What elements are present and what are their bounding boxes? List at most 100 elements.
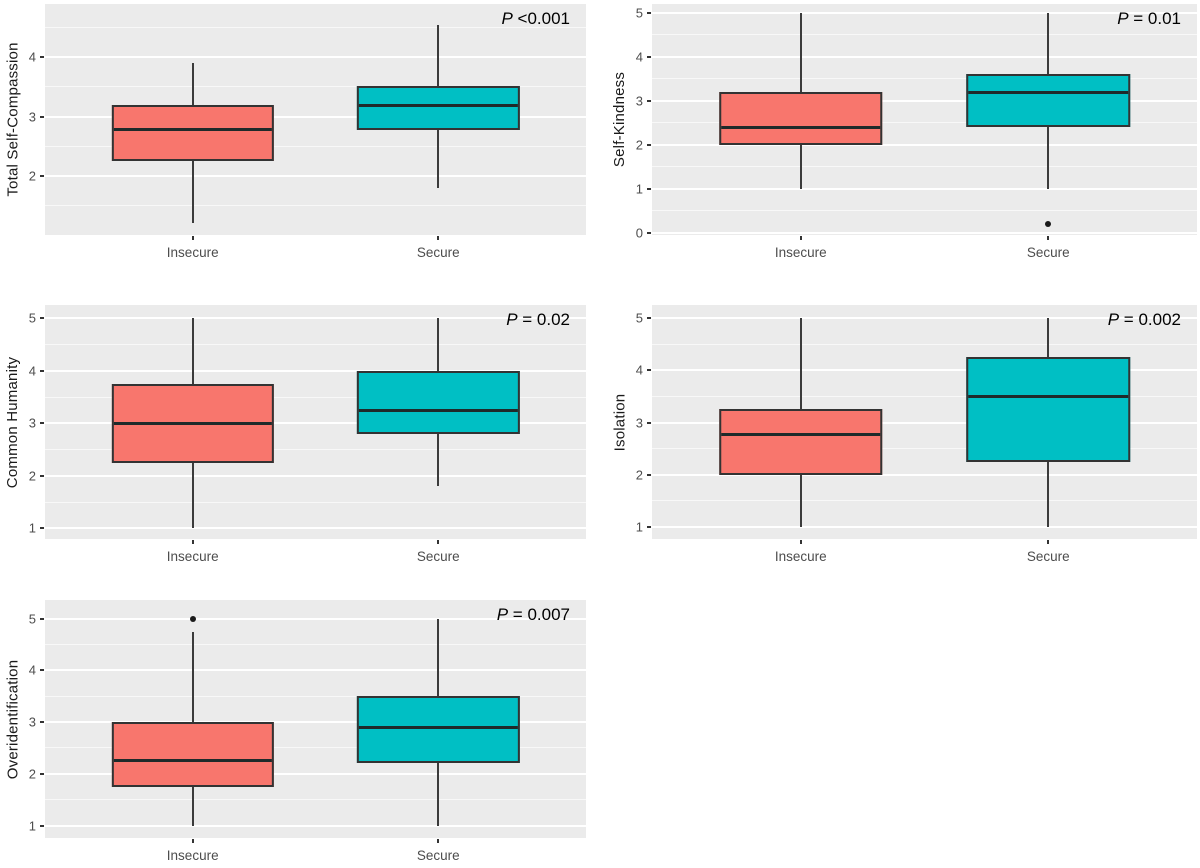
y-tick-label: 4 [28,49,36,65]
x-tick-mark [437,236,440,240]
gridline-minor [45,799,586,801]
gridline-major [652,187,1197,190]
gridline-major [45,174,586,177]
y-tick-label: 5 [28,611,36,627]
y-tick-label: 5 [28,310,36,326]
y-tick-label: 3 [28,109,36,125]
plot-area: P = 0.02 [45,305,586,539]
box-insecure [111,104,274,161]
y-tick-label: 1 [635,519,643,535]
gridline-major [45,669,586,672]
gridline-minor [652,395,1197,397]
gridline-major [652,421,1197,424]
y-tick-mark [40,317,44,320]
x-tick-mark [1047,236,1050,240]
y-tick-mark [40,669,44,672]
box-secure [357,85,520,130]
y-tick-label: 4 [635,49,643,65]
median-insecure [721,125,881,129]
median-insecure [113,128,272,132]
gridline-minor [45,343,586,345]
p-value-annotation: P = 0.02 [506,310,570,329]
y-tick-label: 1 [635,181,643,197]
gridline-minor [45,86,586,88]
y-tick-label: 2 [28,766,36,782]
gridline-major [652,317,1197,320]
p-value-annotation: P = 0.01 [1117,9,1181,28]
panel-common-humanity: Common Humanity P = 0.02 1 2 3 4 5 Insecure Se… [0,295,600,568]
gridline-minor [652,166,1197,168]
gridline-major [45,369,586,372]
y-tick-label: 0 [635,225,643,241]
y-tick-mark [647,369,651,372]
y-tick-mark [40,824,44,827]
y-tick-label: 3 [635,415,643,431]
gridline-minor [45,449,586,451]
gridline-minor [45,643,586,645]
panel-total-self-compassion: Total Self-Compassion P <0.001 2 3 4 Insecu… [0,0,600,270]
plot-area: P = 0.007 [45,600,586,838]
gridline-minor [652,122,1197,124]
box-insecure [719,409,883,475]
panel-self-kindness: Self-Kindness P = 0.01 0 1 2 3 4 5 Insecure Sec… [600,0,1200,270]
p-value-annotation: P = 0.007 [496,605,570,624]
box-insecure [719,92,883,145]
gridline-minor [45,747,586,749]
median-secure [359,725,518,729]
y-tick-mark [647,187,651,190]
gridline-minor [45,501,586,503]
x-tick-label-secure: Secure [1026,549,1070,564]
gridline-major [45,617,586,620]
gridline-minor [45,204,586,206]
x-tick-mark [799,540,802,544]
y-tick-mark [647,317,651,320]
y-tick-mark [40,772,44,775]
y-tick-label: 1 [28,818,36,834]
gridline-minor [652,34,1197,36]
x-tick-mark [1047,540,1050,544]
plot-area: P = 0.01 [652,4,1197,235]
y-tick-mark [647,525,651,528]
x-tick-label-insecure: Insecure [166,549,219,564]
median-secure [968,90,1128,94]
y-tick-label: 3 [28,714,36,730]
x-tick-label-secure: Secure [1026,245,1070,260]
y-tick-mark [40,174,44,177]
gridline-major [652,143,1197,146]
y-tick-label: 2 [635,467,643,483]
gridline-major [45,317,586,320]
box-secure [966,74,1130,128]
panel-overidentification: Overidentification P = 0.007 1 2 3 4 5 Insecu… [0,590,600,868]
p-value-annotation: P <0.001 [501,9,570,28]
median-insecure [113,421,272,425]
gridline-major [45,772,586,775]
p-value-annotation: P = 0.002 [1107,310,1181,329]
gridline-major [45,721,586,724]
gridline-major [45,474,586,477]
gridline-minor [45,695,586,697]
x-tick-label-secure: Secure [416,245,460,260]
y-tick-mark [647,421,651,424]
plot-area: P <0.001 [45,4,586,235]
gridline-major [652,525,1197,528]
gridline-major [45,824,586,827]
gridline-minor [652,500,1197,502]
gridline-major [652,11,1197,14]
y-tick-label: 2 [28,168,36,184]
gridline-major [652,231,1197,234]
y-tick-label: 2 [28,468,36,484]
gridline-major [652,55,1197,58]
x-tick-mark [191,236,194,240]
outlier-point [1045,221,1052,227]
gridline-minor [45,27,586,29]
gridline-minor [652,448,1197,450]
outlier-point [189,615,196,622]
y-tick-mark [40,422,44,425]
x-tick-label-secure: Secure [416,549,460,564]
y-tick-mark [647,11,651,14]
y-tick-mark [647,143,651,146]
x-tick-mark [437,839,440,843]
y-tick-mark [647,473,651,476]
y-tick-label: 5 [635,310,643,326]
gridline-major [45,56,586,59]
